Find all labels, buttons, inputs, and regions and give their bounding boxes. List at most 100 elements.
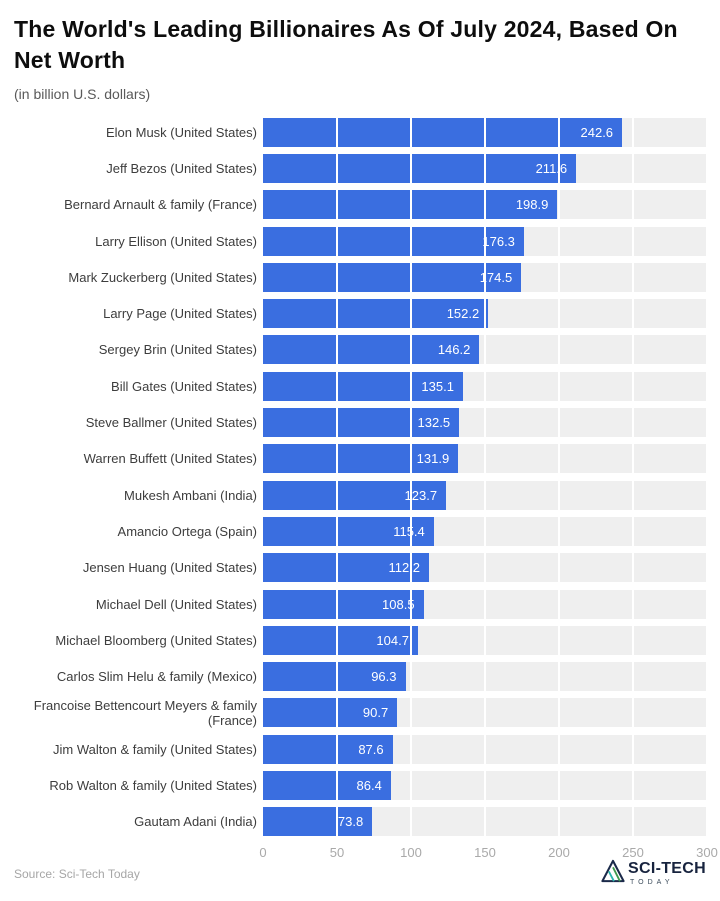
bar: 73.8 bbox=[263, 807, 373, 837]
bar-value-label: 132.5 bbox=[417, 415, 451, 431]
bar-value-label: 242.6 bbox=[580, 124, 614, 140]
category-label: Larry Ellison (United States) bbox=[95, 233, 257, 249]
category-label: Francoise Bettencourt Meyers & family (F… bbox=[33, 697, 257, 728]
table-row: Francoise Bettencourt Meyers & family (F… bbox=[0, 695, 707, 731]
table-row: Larry Page (United States) 152.2 bbox=[0, 295, 707, 331]
bar-track: 132.5 bbox=[263, 408, 707, 438]
bar-track: 131.9 bbox=[263, 444, 707, 474]
x-axis: 0 50 100 150 200 250 300 bbox=[259, 840, 717, 864]
chart-footer: Source: Sci-Tech Today SCI-TECH TODAY bbox=[0, 858, 720, 889]
bar-value-label: 146.2 bbox=[437, 342, 471, 358]
table-row: Carlos Slim Helu & family (Mexico) 96.3 bbox=[0, 658, 707, 694]
bar: 211.6 bbox=[263, 153, 577, 183]
category-label: Mukesh Ambani (India) bbox=[124, 487, 257, 503]
bar: 86.4 bbox=[263, 770, 391, 800]
bar-value-label: 73.8 bbox=[337, 814, 364, 830]
chart-title-line1: The World's Leading Billionaires As Of J… bbox=[14, 16, 678, 42]
category-label: Steve Ballmer (United States) bbox=[85, 415, 257, 431]
bar-value-label: 131.9 bbox=[416, 451, 450, 467]
bar-value-label: 112.2 bbox=[388, 560, 421, 576]
table-row: Steve Ballmer (United States) 132.5 bbox=[0, 404, 707, 440]
bar-value-label: 115.4 bbox=[393, 523, 425, 539]
table-row: Jim Walton & family (United States) 87.6 bbox=[0, 731, 707, 767]
bar-value-label: 174.5 bbox=[479, 269, 513, 285]
bar: 176.3 bbox=[263, 226, 524, 256]
bar: 131.9 bbox=[263, 444, 459, 474]
category-label: Amancio Ortega (Spain) bbox=[117, 523, 257, 539]
category-label: Gautam Adani (India) bbox=[134, 814, 257, 830]
bar-track: 108.5 bbox=[263, 589, 707, 619]
x-axis-tick-label: 0 bbox=[259, 844, 267, 860]
bar-track: 90.7 bbox=[263, 698, 707, 728]
bar: 115.4 bbox=[263, 516, 434, 546]
bar-track: 73.8 bbox=[263, 807, 707, 837]
chart-title-line2: Net Worth bbox=[14, 47, 126, 73]
table-row: Amancio Ortega (Spain) 115.4 bbox=[0, 513, 707, 549]
table-row: Michael Dell (United States) 108.5 bbox=[0, 586, 707, 622]
category-label: Bill Gates (United States) bbox=[111, 378, 257, 394]
category-label: Rob Walton & family (United States) bbox=[49, 777, 257, 793]
x-axis-tick-label: 300 bbox=[696, 844, 718, 860]
x-axis-tick-label: 100 bbox=[400, 844, 422, 860]
bar: 242.6 bbox=[263, 117, 623, 147]
table-row: Rob Walton & family (United States) 86.4 bbox=[0, 767, 707, 803]
category-label: Michael Dell (United States) bbox=[95, 596, 257, 612]
bar-track: 86.4 bbox=[263, 770, 707, 800]
bar: 174.5 bbox=[263, 262, 522, 292]
bar: 152.2 bbox=[263, 299, 489, 329]
bar-track: 174.5 bbox=[263, 262, 707, 292]
table-row: Mark Zuckerberg (United States) 174.5 bbox=[0, 259, 707, 295]
category-label: Sergey Brin (United States) bbox=[98, 342, 257, 358]
bar-track: 198.9 bbox=[263, 190, 707, 220]
bar-track: 115.4 bbox=[263, 516, 707, 546]
chart-title: The World's Leading Billionaires As Of J… bbox=[14, 14, 706, 76]
table-row: Sergey Brin (United States) 146.2 bbox=[0, 332, 707, 368]
mountain-triangle-icon bbox=[601, 858, 625, 889]
bar: 198.9 bbox=[263, 190, 558, 220]
bar: 87.6 bbox=[263, 734, 393, 764]
logo-tagline: TODAY bbox=[630, 879, 674, 886]
bar-value-label: 108.5 bbox=[382, 596, 415, 612]
chart-rows: Elon Musk (United States) 242.6 Jeff Bezos… bbox=[0, 114, 707, 840]
bar: 90.7 bbox=[263, 698, 398, 728]
bar-value-label: 135.1 bbox=[421, 378, 454, 394]
bar-chart: Elon Musk (United States) 242.6 Jeff Bezos… bbox=[0, 114, 718, 864]
category-label: Elon Musk (United States) bbox=[105, 124, 257, 140]
bar: 96.3 bbox=[263, 662, 406, 692]
category-label: Jeff Bezos (United States) bbox=[106, 160, 257, 176]
bar: 146.2 bbox=[263, 335, 480, 365]
category-label: Larry Page (United States) bbox=[103, 306, 257, 322]
bar-value-label: 104.7 bbox=[376, 632, 409, 648]
bar-value-label: 90.7 bbox=[362, 705, 389, 721]
brand-logo: SCI-TECH TODAY bbox=[601, 858, 706, 889]
bar-value-label: 87.6 bbox=[358, 741, 384, 757]
x-axis-tick-label: 50 bbox=[329, 844, 345, 860]
bar-value-label: 96.3 bbox=[371, 669, 397, 685]
bar-value-label: 198.9 bbox=[515, 197, 549, 213]
table-row: Mukesh Ambani (India) 123.7 bbox=[0, 477, 707, 513]
x-axis-tick-label: 150 bbox=[474, 844, 496, 860]
chart-header: The World's Leading Billionaires As Of J… bbox=[0, 0, 720, 102]
bar-value-label: 86.4 bbox=[356, 777, 382, 793]
bar-track: 104.7 bbox=[263, 625, 707, 655]
table-row: Michael Bloomberg (United States) 104.7 bbox=[0, 622, 707, 658]
table-row: Jensen Huang (United States) 112.2 bbox=[0, 550, 707, 586]
table-row: Bernard Arnault & family (France) 198.9 bbox=[0, 187, 707, 223]
table-row: Bill Gates (United States) 135.1 bbox=[0, 368, 707, 404]
bar-track: 242.6 bbox=[263, 117, 707, 147]
category-label: Warren Buffett (United States) bbox=[83, 451, 257, 467]
bar-track: 87.6 bbox=[263, 734, 707, 764]
x-axis-tick-label: 250 bbox=[622, 844, 644, 860]
table-row: Jeff Bezos (United States) 211.6 bbox=[0, 150, 707, 186]
category-label: Jensen Huang (United States) bbox=[82, 560, 257, 576]
bar: 123.7 bbox=[263, 480, 447, 510]
bar-value-label: 152.2 bbox=[446, 306, 480, 322]
category-label: Bernard Arnault & family (France) bbox=[64, 197, 257, 213]
bar-track: 96.3 bbox=[263, 662, 707, 692]
bar-track: 135.1 bbox=[263, 371, 707, 401]
bar-value-label: 176.3 bbox=[482, 233, 515, 249]
category-label: Michael Bloomberg (United States) bbox=[55, 632, 257, 648]
category-label: Mark Zuckerberg (United States) bbox=[68, 269, 257, 285]
source-text: Source: Sci-Tech Today bbox=[14, 866, 140, 881]
